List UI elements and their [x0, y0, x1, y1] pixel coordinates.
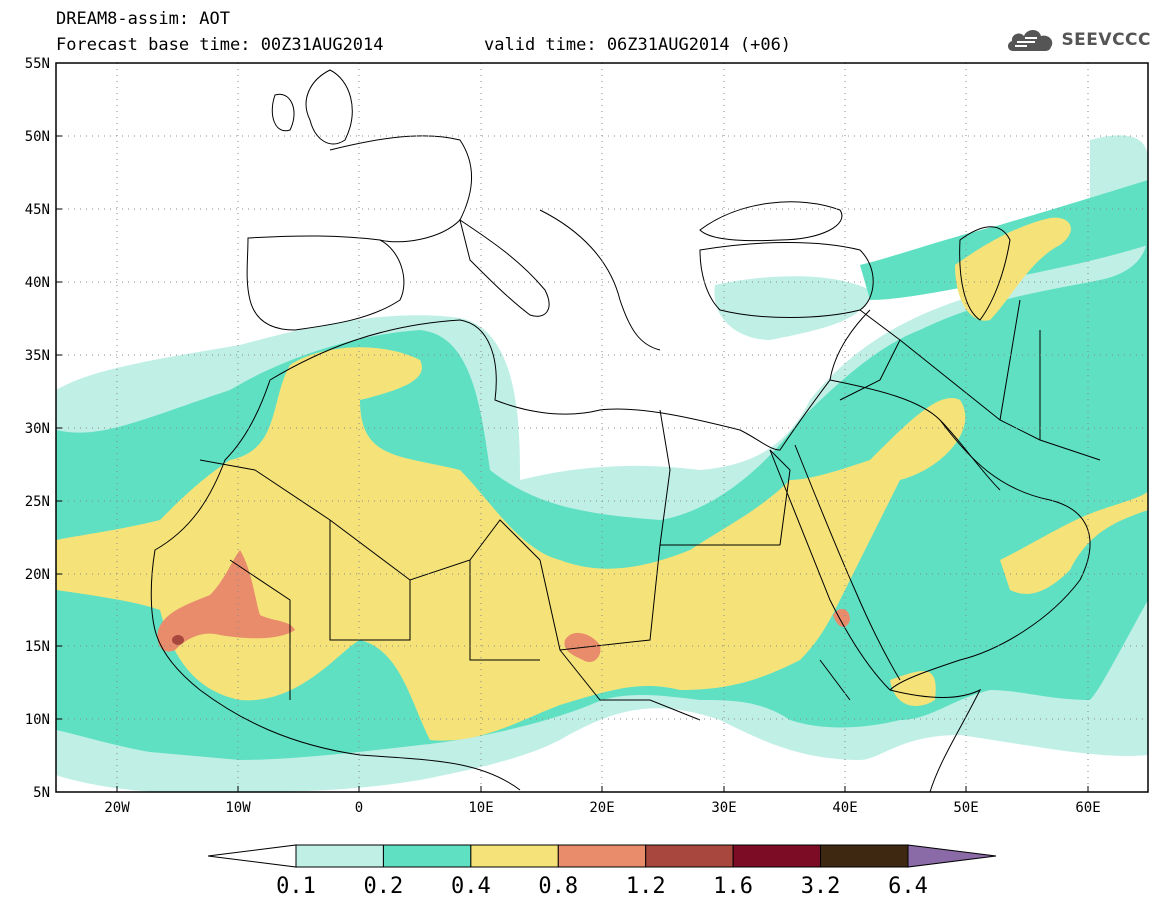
lon-label: 20E [589, 800, 614, 816]
colorbar-label: 0.1 [276, 874, 316, 899]
colorbar-label: 0.2 [364, 874, 404, 899]
lon-label: 30E [711, 800, 736, 816]
lat-label: 15N [25, 639, 50, 655]
lon-label: 10W [225, 800, 251, 816]
colorbar-segment [557, 844, 647, 868]
lat-label: 35N [25, 348, 50, 364]
lon-label: 10E [468, 800, 493, 816]
lat-label: 25N [25, 494, 50, 510]
colorbar-label: 6.4 [888, 874, 928, 899]
coastlines-borders [150, 69, 1101, 793]
colorbar-segment [470, 844, 559, 868]
map-title: DREAM8-assim: AOT [56, 9, 230, 29]
colorbar-labels: 0.1 0.2 0.4 0.8 1.2 1.6 3.2 6.4 [276, 874, 928, 899]
valid-time: valid time: 06Z31AUG2014 (+06) [484, 35, 792, 55]
seevccc-logo: SEEVCCC [1005, 24, 1151, 56]
colorbar-label: 0.8 [538, 874, 578, 899]
colorbar-segment [645, 844, 734, 868]
lon-label: 40E [832, 800, 857, 816]
lat-label: 45N [25, 202, 50, 218]
colorbar-arrow-high [907, 844, 997, 868]
colorbar-label: 3.2 [801, 874, 841, 899]
lat-label: 55N [25, 56, 50, 72]
lat-label: 50N [25, 129, 50, 145]
lat-label: 30N [25, 421, 50, 437]
aot-field-1-2 [172, 635, 184, 645]
forecast-base-time: Forecast base time: 00Z31AUG2014 [56, 35, 384, 55]
colorbar-segment [382, 844, 472, 868]
lat-label: 20N [25, 567, 50, 583]
cloud-icon [1008, 30, 1053, 51]
lon-label: 50E [953, 800, 978, 816]
logo-text: SEEVCCC [1061, 30, 1151, 50]
colorbar-segment [732, 844, 822, 868]
colorbar-segment [820, 844, 909, 868]
colorbar-segment [295, 844, 384, 868]
colorbar-label: 0.4 [451, 874, 491, 899]
axis-ticks [56, 135, 1089, 792]
colorbar-label: 1.6 [713, 874, 753, 899]
colorbar [207, 844, 997, 868]
colorbar-label: 1.2 [626, 874, 666, 899]
lat-label: 5N [33, 785, 50, 801]
lon-label: 60E [1075, 800, 1100, 816]
latitude-labels: 5N 10N 15N 20N 25N 30N 35N 40N 45N 50N 5… [25, 56, 50, 801]
lat-label: 10N [25, 712, 50, 728]
lat-label: 40N [25, 275, 50, 291]
aot-field-0-4 [56, 217, 1148, 741]
colorbar-arrow-low [207, 844, 297, 868]
map-gridlines [56, 63, 1148, 792]
longitude-labels: 20W 10W 0 10E 20E 30E 40E 50E 60E [104, 800, 1100, 816]
lon-label: 20W [104, 800, 130, 816]
lon-label: 0 [355, 800, 363, 816]
